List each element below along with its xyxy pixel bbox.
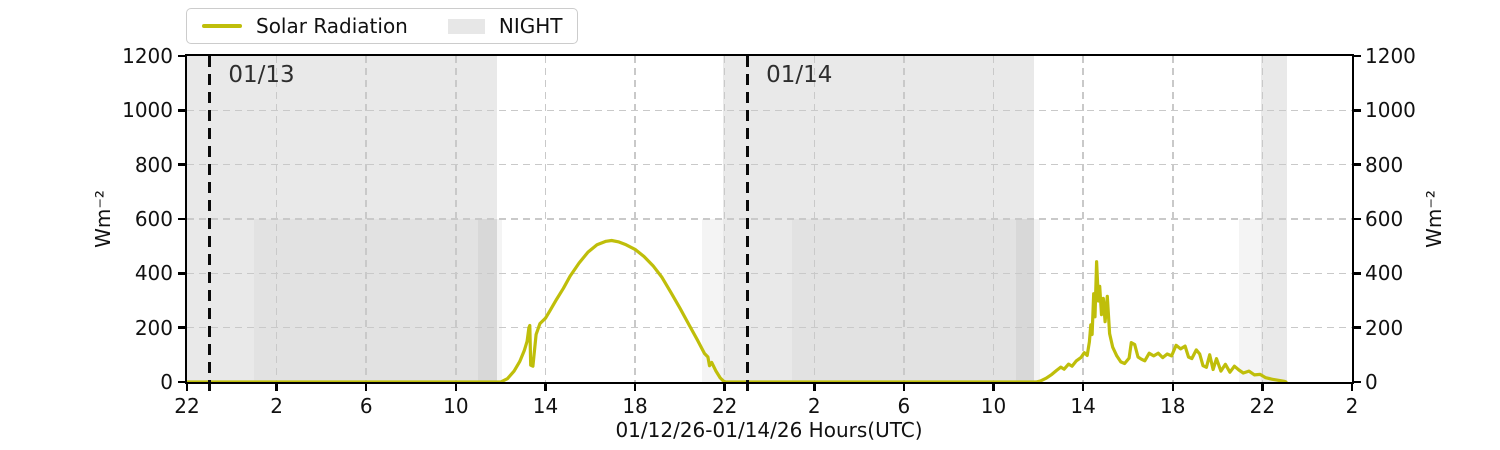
y-tick-label-left: 1200 — [122, 44, 173, 68]
day-boundary-line — [207, 56, 211, 391]
gridline-y — [187, 218, 1352, 220]
gridline-x — [275, 56, 278, 382]
x-tick-label: 22 — [174, 394, 200, 418]
gridline-x — [813, 56, 816, 382]
x-tick-label: 2 — [1345, 394, 1359, 418]
x-tick-mark — [1081, 382, 1085, 391]
y-tick-label-right: 1200 — [1365, 44, 1416, 68]
x-tick-mark — [992, 382, 995, 391]
twilight-band — [1238, 219, 1262, 382]
y-tick-label-left: 800 — [134, 152, 173, 177]
y-tick-mark-right — [1352, 54, 1361, 58]
y-tick-label-right: 200 — [1365, 315, 1404, 340]
y-tick-label-left: 200 — [134, 315, 173, 340]
solar-radiation-line — [187, 238, 1288, 382]
gridline-x — [1172, 56, 1174, 382]
gridline-x — [723, 56, 726, 382]
y-tick-label-right: 600 — [1365, 207, 1404, 231]
gridline-y — [187, 163, 1352, 166]
x-tick-label: 2 — [270, 394, 283, 418]
y-tick-label-right: 800 — [1365, 152, 1404, 177]
y-tick-mark-right — [1352, 326, 1361, 329]
x-tick-mark — [1171, 382, 1175, 391]
x-tick-label: 18 — [1160, 394, 1186, 418]
gridline-x — [455, 56, 457, 382]
x-tick-mark — [902, 382, 906, 391]
gridline-x — [544, 56, 547, 382]
y-tick-mark-left — [178, 109, 187, 112]
y-tick-mark-right — [1352, 109, 1361, 112]
day-boundary-label: 01/13 — [228, 62, 295, 88]
twilight-band — [1015, 219, 1041, 382]
y-tick-label-left: 1000 — [122, 98, 173, 123]
twilight-band — [478, 219, 503, 382]
y-tick-label-left: 400 — [134, 261, 173, 286]
gridline-x — [1082, 56, 1084, 382]
x-tick-mark — [544, 382, 547, 391]
x-tick-label: 2 — [807, 394, 821, 418]
y-tick-mark-left — [178, 326, 187, 329]
y-tick-mark-left — [178, 272, 187, 275]
x-tick-mark — [1350, 382, 1354, 391]
x-tick-mark — [723, 382, 726, 391]
x-tick-label: 10 — [980, 394, 1007, 418]
legend-night-patch — [447, 18, 485, 34]
x-tick-mark — [454, 382, 458, 391]
y-tick-label-left: 0 — [160, 370, 173, 394]
x-tick-mark — [633, 382, 637, 391]
y-tick-mark-right — [1352, 272, 1361, 275]
gridline-x — [365, 56, 367, 382]
x-tick-label: 14 — [1070, 394, 1096, 418]
legend-label-solar: Solar Radiation — [256, 14, 408, 38]
x-tick-mark — [364, 382, 368, 391]
x-tick-label: 22 — [711, 394, 738, 418]
x-tick-label: 22 — [1249, 394, 1276, 418]
y-tick-mark-left — [178, 54, 187, 58]
x-tick-mark — [813, 382, 816, 391]
gridline-x — [634, 56, 636, 382]
y-tick-label-left: 600 — [134, 207, 173, 231]
y-tick-mark-right — [1352, 217, 1361, 221]
x-tick-label: 10 — [443, 394, 469, 418]
day-boundary-line — [745, 56, 749, 391]
legend-label-night: NIGHT — [498, 14, 563, 38]
gridline-y — [187, 109, 1352, 112]
y-tick-mark-right — [1352, 163, 1361, 166]
y-tick-mark-left — [178, 380, 187, 384]
x-axis-title: 01/12/26-01/14/26 Hours(UTC) — [615, 418, 923, 442]
y-axis-title-right: Wm⁻² — [1422, 190, 1446, 248]
x-tick-label: 18 — [622, 394, 648, 418]
x-tick-label: 6 — [359, 394, 373, 418]
x-tick-label: 14 — [532, 394, 559, 418]
gridline-x — [1261, 56, 1264, 382]
gridline-x — [903, 56, 905, 382]
gridline-y — [187, 272, 1352, 275]
y-tick-mark-right — [1352, 380, 1361, 384]
gridline-y — [187, 326, 1352, 329]
y-axis-title-left: Wm⁻² — [91, 190, 115, 248]
x-tick-mark — [1261, 382, 1264, 391]
y-tick-label-right: 1000 — [1365, 98, 1416, 123]
x-tick-mark — [275, 382, 278, 391]
y-tick-mark-left — [178, 217, 187, 221]
legend: Solar Radiation NIGHT — [186, 8, 579, 44]
y-tick-label-right: 0 — [1365, 370, 1378, 394]
y-tick-label-right: 400 — [1365, 261, 1404, 286]
day-boundary-label: 01/14 — [766, 62, 833, 88]
y-tick-mark-left — [178, 163, 187, 166]
gridline-x — [992, 56, 995, 382]
legend-line-sample — [202, 24, 242, 28]
x-tick-mark — [185, 382, 189, 391]
x-tick-label: 6 — [897, 394, 911, 418]
twilight-band — [702, 219, 724, 382]
